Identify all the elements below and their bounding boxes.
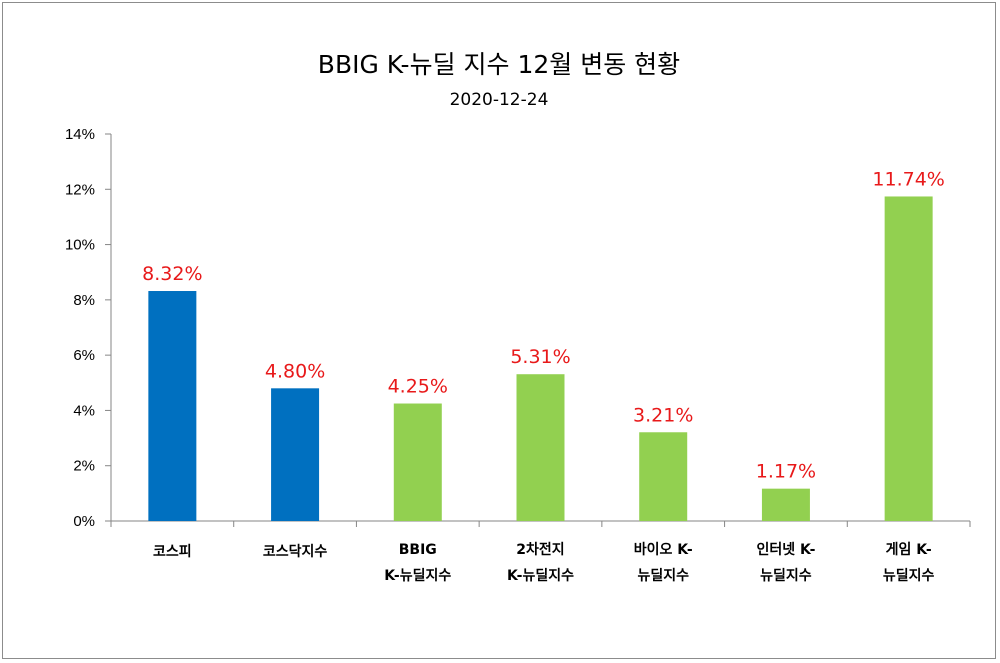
data-label: 1.17% — [756, 461, 816, 483]
axes: 0% 2% 4% 6% 8% 10% 12% 14% 코스피 코스닥지수 BBIG K-뉴딜지수 2차전… — [65, 126, 971, 584]
y-tick-label: 10% — [65, 237, 95, 254]
bar — [761, 488, 810, 521]
y-tick-label: 12% — [65, 181, 95, 198]
y-tick-label: 8% — [73, 292, 95, 309]
data-label: 4.80% — [265, 360, 325, 382]
bars: 8.32% 4.80% 4.25% 5.31% 3.21% 1.17% 11.74% — [142, 168, 945, 522]
chart-title: BBIG K-뉴딜 지수 12월 변동 현황 — [318, 50, 680, 79]
bar — [639, 432, 688, 521]
x-tick-label: 인터넷 K- — [756, 541, 815, 558]
x-tick-label: 뉴딜지수 — [760, 568, 812, 584]
data-label: 5.31% — [510, 346, 570, 368]
x-tick-label: K-뉴딜지수 — [507, 568, 574, 584]
bar — [271, 388, 320, 521]
bar — [393, 403, 442, 521]
bar — [516, 374, 565, 521]
x-tick-label: 뉴딜지수 — [883, 568, 935, 584]
data-label: 11.74% — [872, 168, 944, 190]
x-tick-label: 코스피 — [153, 544, 192, 560]
bar — [884, 196, 933, 522]
y-tick-label: 4% — [73, 402, 95, 419]
x-tick-label: 바이오 K- — [634, 541, 693, 558]
data-label: 3.21% — [633, 404, 693, 426]
data-label: 8.32% — [142, 263, 202, 285]
y-tick-label: 2% — [73, 458, 95, 475]
x-tick-label: 뉴딜지수 — [637, 568, 689, 584]
y-tick-label: 6% — [73, 347, 95, 364]
x-tick-label: 게임 K- — [886, 542, 932, 558]
chart-subtitle: 2020-12-24 — [450, 90, 549, 110]
y-tick-label: 0% — [73, 513, 95, 530]
data-label: 4.25% — [388, 376, 448, 398]
x-tick-label: 2차전지 — [516, 541, 564, 558]
y-tick-label: 14% — [65, 126, 95, 143]
x-tick-label: 코스닥지수 — [263, 543, 328, 560]
x-tick-label: K-뉴딜지수 — [384, 568, 451, 584]
x-tick-label: BBIG — [399, 542, 437, 558]
bar — [148, 291, 197, 521]
